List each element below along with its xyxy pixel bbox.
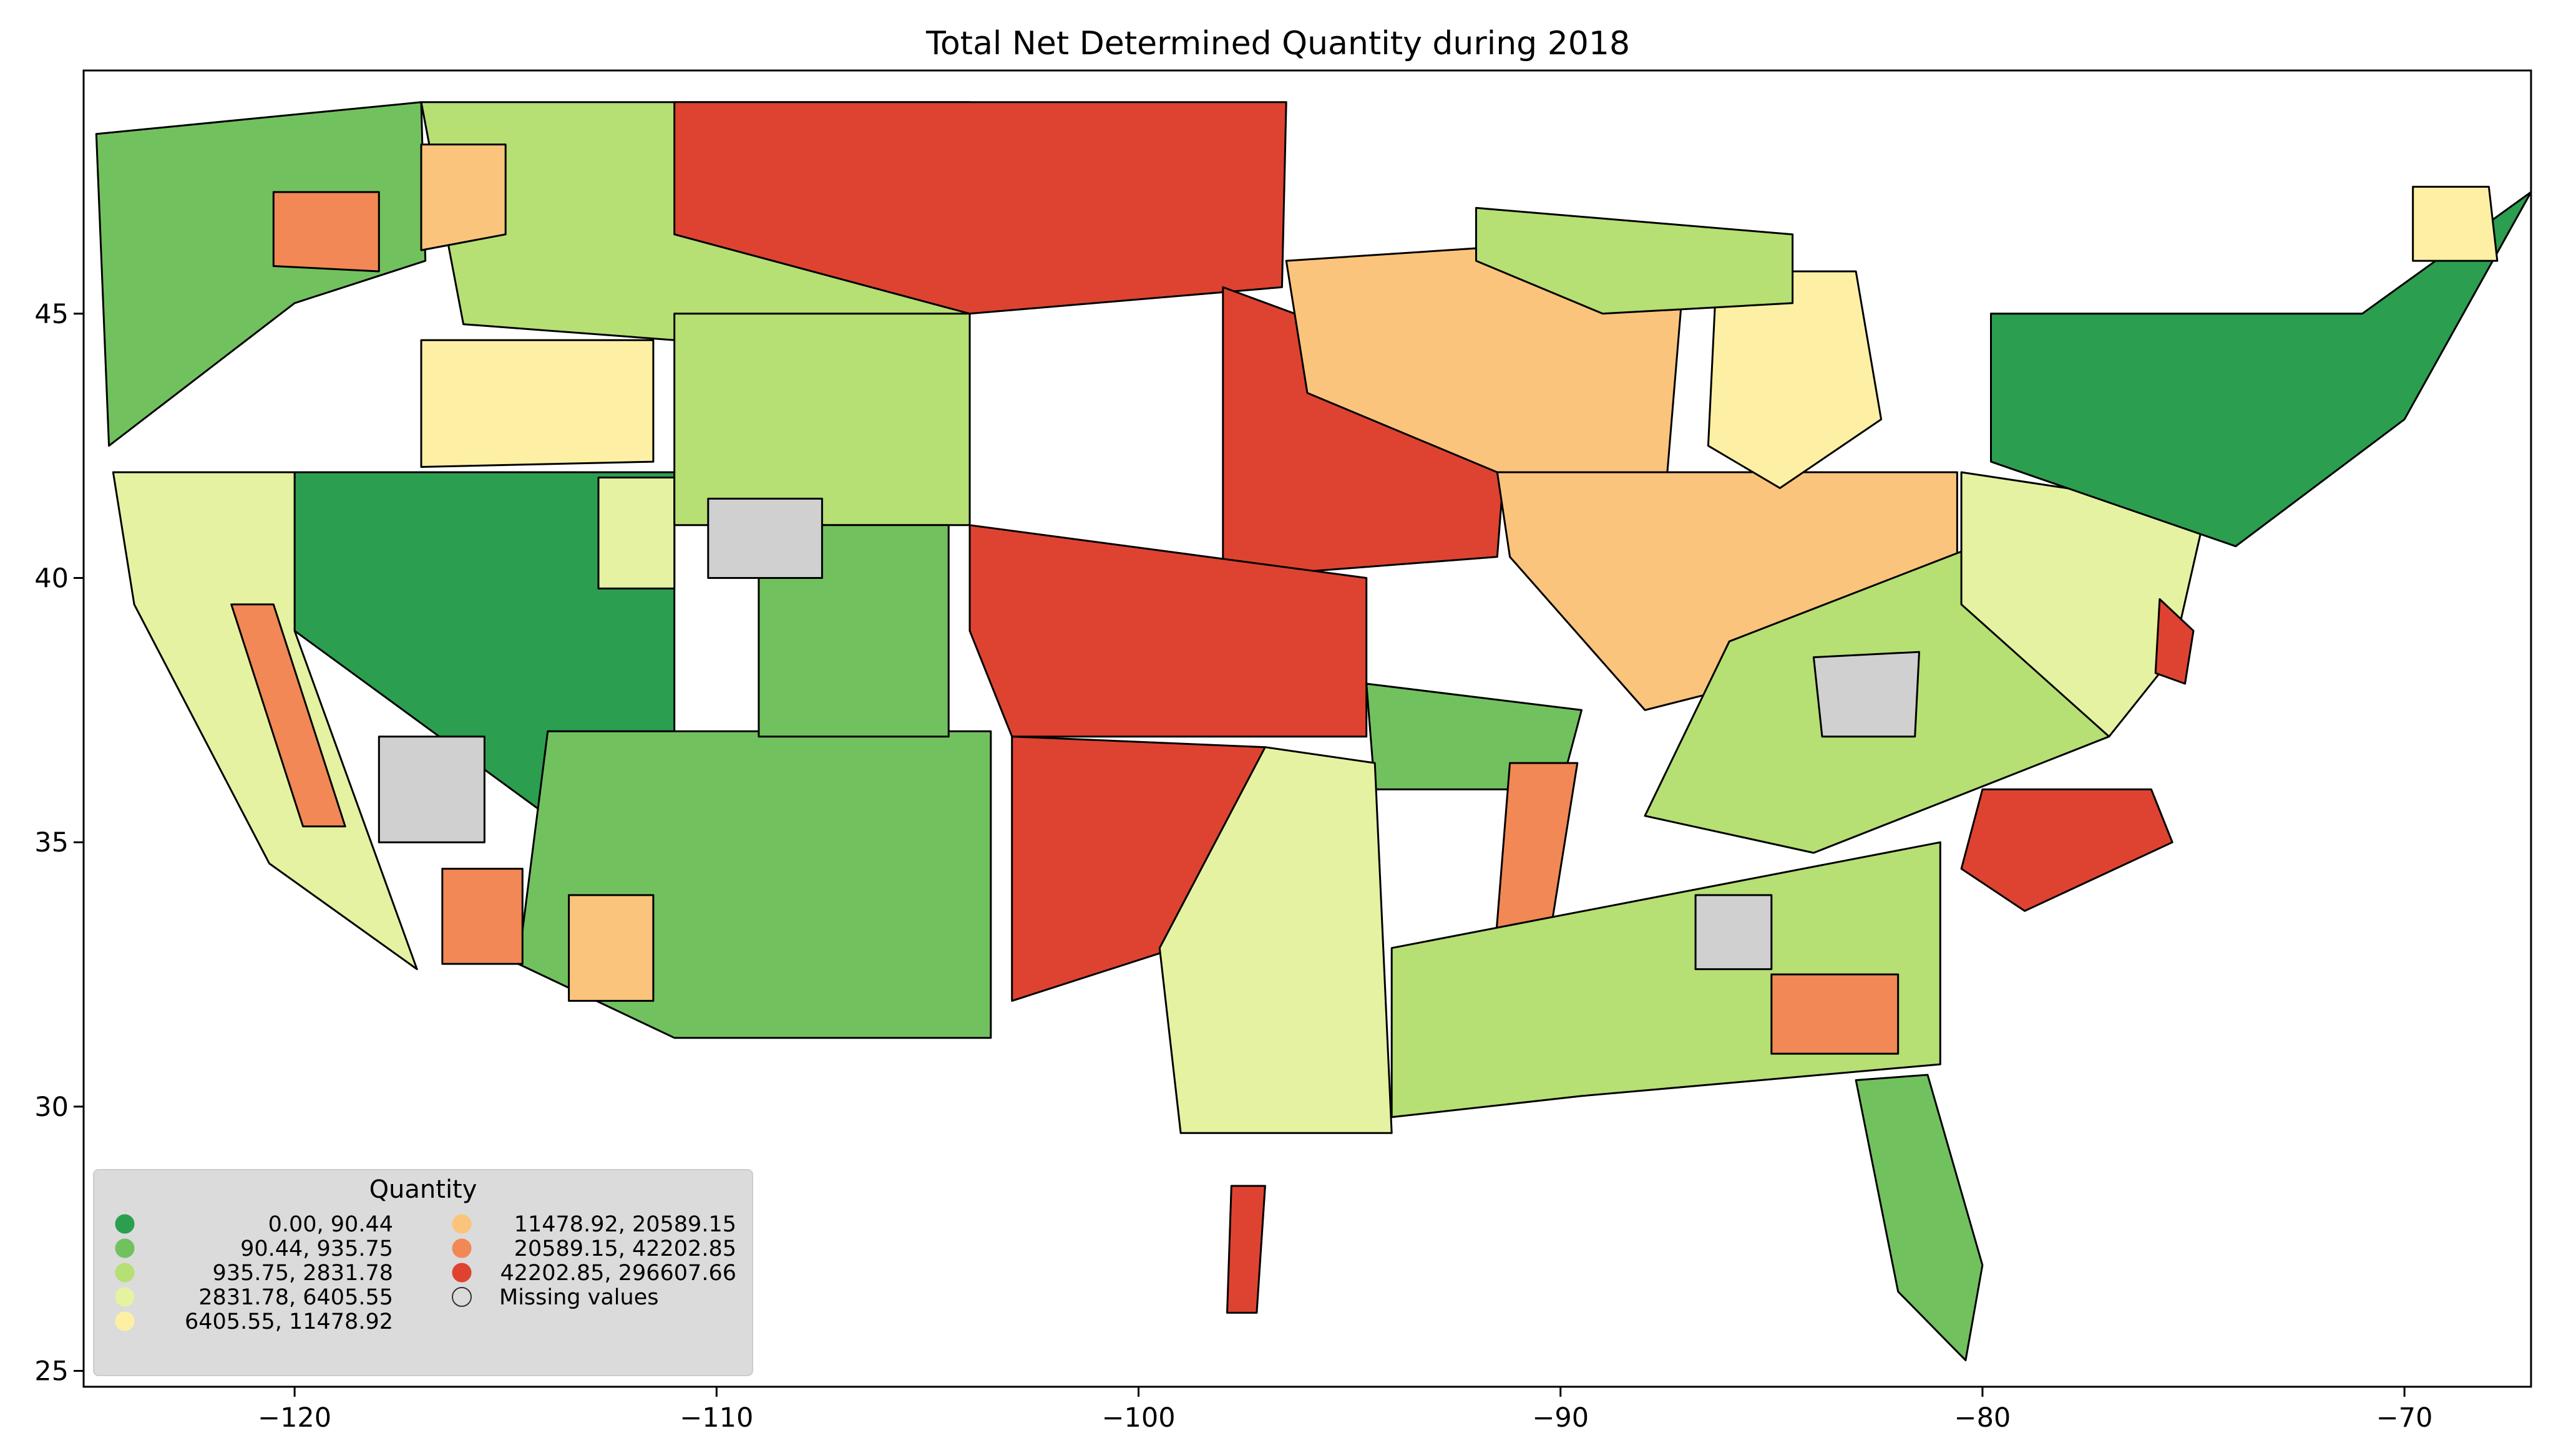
region-delmarva [2154, 598, 2195, 685]
plot-area: −120 −110 −100 −90 −80 −70 25 30 35 40 45 Quantit… [34, 69, 2532, 1434]
region-imperial-valley [441, 868, 524, 965]
region-alabama-missing [1694, 894, 1773, 971]
region-idaho-panhandle [420, 143, 507, 251]
region-sonoran-farmland [568, 894, 655, 1002]
legend-marker [452, 1263, 472, 1283]
region-wyoming-basins [673, 313, 971, 527]
region-texas-coastal-bend [1226, 1185, 1266, 1314]
region-new-england [1990, 191, 2532, 548]
legend-label: 90.44, 935.75 [240, 1236, 393, 1261]
x-tick-label: −70 [2376, 1402, 2433, 1434]
x-axis: −120 −110 −100 −90 −80 −70 [258, 1387, 2433, 1434]
region-columbia-basin [272, 191, 380, 273]
x-tick-label: −80 [1954, 1402, 2011, 1434]
x-tick-label: −90 [1532, 1402, 1589, 1434]
x-tick-label: −120 [258, 1402, 331, 1434]
region-wyoming-missing [707, 497, 823, 579]
x-tick-label: −100 [1101, 1402, 1175, 1434]
legend-label: 935.75, 2831.78 [213, 1261, 393, 1286]
y-tick-label: 35 [34, 827, 69, 858]
y-tick-label: 25 [34, 1356, 69, 1387]
legend-label: 2831.78, 6405.55 [198, 1285, 393, 1310]
legend-label: 20589.15, 42202.85 [514, 1236, 736, 1261]
region-layer [95, 101, 2532, 1362]
legend-marker [115, 1263, 135, 1283]
region-central-plains [968, 524, 1368, 738]
region-california-coast [112, 471, 418, 971]
region-northern-maine [2412, 185, 2499, 262]
region-northern-plains [673, 101, 1287, 315]
y-axis: 25 30 35 40 45 [34, 299, 84, 1387]
legend-box [93, 1169, 753, 1376]
legend-marker [452, 1214, 472, 1234]
legend-marker [115, 1287, 135, 1307]
legend-label: 6405.55, 11478.92 [185, 1309, 393, 1334]
region-florida-peninsula [1855, 1074, 1984, 1362]
legend-label: Missing values [499, 1285, 658, 1310]
y-tick-label: 40 [34, 563, 69, 594]
region-michigan-lower-peninsula [1707, 270, 1883, 489]
legend-marker [452, 1238, 472, 1258]
legend-marker [115, 1214, 135, 1234]
legend-title: Quantity [369, 1175, 477, 1204]
region-georgia-peanut-belt [1770, 973, 1900, 1055]
legend-label: 42202.85, 296607.66 [500, 1261, 736, 1286]
region-central-valley [230, 603, 346, 828]
y-tick-label: 30 [34, 1092, 69, 1123]
region-pacific-northwest [95, 101, 427, 447]
region-kentucky-plateau-missing [1812, 651, 1920, 738]
legend-marker [115, 1238, 135, 1258]
region-southwest-desert-missing [378, 735, 485, 843]
legend-label: 11478.92, 20589.15 [514, 1212, 736, 1237]
region-upper-great-lakes-forest [1475, 206, 1794, 315]
region-oklahoma-texas-blackland [1158, 746, 1393, 1134]
region-utah-wasatch [597, 477, 676, 590]
y-tick-label: 45 [34, 299, 69, 330]
region-carolina-coastal-plain [1960, 788, 2173, 912]
legend-label: 0.00, 90.44 [268, 1212, 393, 1237]
x-tick-label: −110 [680, 1402, 753, 1434]
legend-missing-marker [452, 1287, 472, 1307]
region-snake-river-plain [420, 339, 655, 468]
legend-marker [115, 1311, 135, 1331]
chart-title: Total Net Determined Quantity during 201… [925, 25, 1630, 62]
